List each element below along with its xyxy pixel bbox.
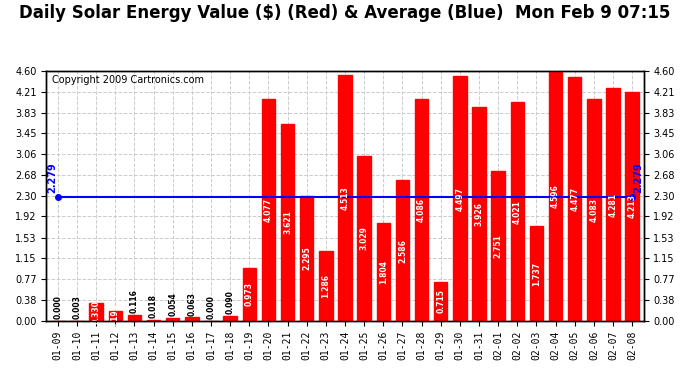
Text: 4.477: 4.477 — [570, 187, 579, 211]
Text: 2.586: 2.586 — [398, 238, 407, 262]
Bar — [473, 107, 486, 321]
Text: 0.191: 0.191 — [111, 304, 120, 328]
Text: 0.330: 0.330 — [92, 300, 101, 324]
Bar — [607, 88, 620, 321]
Bar — [128, 315, 141, 321]
Text: 4.083: 4.083 — [589, 198, 598, 222]
Text: 4.281: 4.281 — [609, 192, 618, 216]
Text: 0.063: 0.063 — [188, 292, 197, 316]
Text: 1.286: 1.286 — [322, 274, 331, 298]
Text: 2.279: 2.279 — [47, 162, 57, 193]
Bar — [415, 99, 428, 321]
Bar — [185, 318, 199, 321]
Bar — [568, 78, 582, 321]
Text: 0.090: 0.090 — [226, 291, 235, 314]
Text: 1.804: 1.804 — [379, 260, 388, 284]
Bar — [511, 102, 524, 321]
Text: 0.973: 0.973 — [245, 282, 254, 306]
Bar — [300, 196, 313, 321]
Bar — [108, 310, 122, 321]
Bar — [90, 303, 103, 321]
Text: 4.497: 4.497 — [455, 187, 464, 211]
Bar — [625, 92, 639, 321]
Bar — [377, 223, 390, 321]
Text: 3.029: 3.029 — [359, 226, 368, 251]
Text: 0.715: 0.715 — [436, 290, 445, 314]
Text: Copyright 2009 Cartronics.com: Copyright 2009 Cartronics.com — [52, 75, 204, 84]
Text: 4.213: 4.213 — [628, 194, 637, 218]
Text: 4.077: 4.077 — [264, 198, 273, 222]
Bar — [262, 99, 275, 321]
Bar — [453, 76, 466, 321]
Bar — [587, 99, 600, 321]
Bar — [224, 316, 237, 321]
Text: 2.751: 2.751 — [493, 234, 502, 258]
Text: 0.018: 0.018 — [149, 294, 158, 318]
Bar — [338, 75, 352, 321]
Bar — [166, 318, 179, 321]
Text: 4.513: 4.513 — [340, 186, 350, 210]
Bar — [396, 180, 409, 321]
Text: 1.737: 1.737 — [532, 262, 541, 286]
Text: 0.116: 0.116 — [130, 289, 139, 313]
Text: 4.086: 4.086 — [417, 198, 426, 222]
Bar — [491, 171, 505, 321]
Text: 0.000: 0.000 — [53, 296, 62, 319]
Bar — [549, 71, 562, 321]
Bar — [434, 282, 447, 321]
Text: 2.279: 2.279 — [633, 162, 643, 193]
Bar — [243, 268, 256, 321]
Bar — [530, 226, 543, 321]
Text: Daily Solar Energy Value ($) (Red) & Average (Blue)  Mon Feb 9 07:15: Daily Solar Energy Value ($) (Red) & Ave… — [19, 4, 671, 22]
Text: 4.021: 4.021 — [513, 200, 522, 223]
Text: 0.000: 0.000 — [206, 296, 215, 319]
Text: 0.054: 0.054 — [168, 292, 177, 316]
Text: 0.003: 0.003 — [72, 295, 81, 319]
Text: 2.295: 2.295 — [302, 247, 311, 270]
Bar — [281, 124, 294, 321]
Bar — [357, 156, 371, 321]
Text: 3.621: 3.621 — [283, 210, 292, 234]
Text: 4.596: 4.596 — [551, 184, 560, 208]
Text: 3.926: 3.926 — [475, 202, 484, 226]
Bar — [147, 320, 160, 321]
Bar — [319, 251, 333, 321]
